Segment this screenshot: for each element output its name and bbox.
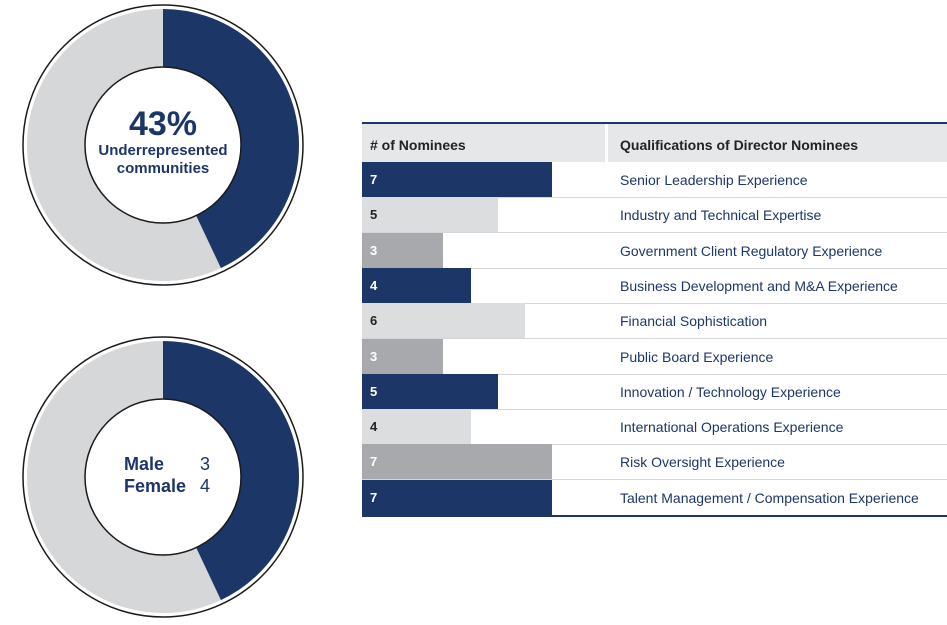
header-qual-cell: Qualifications of Director Nominees (608, 124, 947, 162)
nominee-count-value: 4 (370, 277, 378, 293)
gender-donut-chart (22, 336, 304, 618)
table-row: 3 Public Board Experience (362, 338, 947, 375)
female-label: Female (124, 476, 187, 496)
header-qual-label: Qualifications of Director Nominees (620, 137, 859, 153)
nominee-count-value: 5 (370, 207, 378, 223)
underrepresented-percent: 43% (128, 105, 198, 143)
row-divider (362, 338, 947, 340)
header-count-cell: # of Nominees (362, 124, 605, 162)
nominee-count-bar (362, 338, 444, 374)
qualification-label: Financial Sophistication (620, 313, 768, 330)
table-row: 4 International Operations Experience (362, 409, 947, 446)
nominee-count-value: 7 (370, 172, 378, 187)
male-value: 3 (200, 454, 211, 474)
donut-segment-underrepresented (162, 9, 299, 269)
nominee-count-bar (362, 444, 552, 480)
qualification-label: Industry and Technical Expertise (620, 207, 822, 224)
qualification-label: Talent Management / Compensation Experie… (620, 489, 919, 506)
row-divider (362, 232, 947, 234)
nominee-count-value: 3 (370, 242, 378, 258)
table-row: 5 Industry and Technical Expertise (362, 197, 947, 234)
row-divider (362, 479, 947, 481)
qualification-label: Public Board Experience (620, 348, 774, 365)
underrepresented-subtitle-line1: Underrepresented (98, 142, 228, 159)
nominee-count-bar (362, 232, 444, 268)
qualification-label: Government Client Regulatory Experience (620, 242, 883, 259)
nominee-count-value: 3 (370, 348, 378, 364)
male-label: Male (124, 454, 165, 474)
qualification-label: Business Development and M&A Experience (620, 277, 898, 294)
donut-outer-ring (22, 4, 304, 286)
table-row: 7 Senior Leadership Experience (362, 162, 947, 198)
qualification-label: International Operations Experience (620, 419, 844, 436)
header-count-label: # of Nominees (370, 137, 466, 153)
table-row: 7 Talent Management / Compensation Experi… (362, 479, 947, 515)
nominee-count-value: 5 (370, 383, 378, 399)
table-row: 7 Risk Oversight Experience (362, 444, 947, 481)
female-value: 4 (200, 476, 211, 496)
qualifications-table: # of Nominees Qualifications of Director… (362, 122, 947, 517)
row-divider (362, 197, 947, 198)
nominee-count-bar (362, 303, 525, 339)
qualification-label: Risk Oversight Experience (620, 454, 785, 471)
donut-inner-circle (84, 398, 242, 556)
qualification-label: Senior Leadership Experience (620, 172, 808, 188)
row-divider (362, 267, 947, 269)
donut-outer-ring (22, 336, 304, 618)
gender-legend: Male 3 Female 4 (124, 453, 210, 497)
donut-inner-circle (84, 66, 242, 224)
nominee-count-bar (362, 197, 498, 233)
table-row: 6 Financial Sophistication (362, 303, 947, 340)
donut1-center-label: 43% Underrepresented communities (22, 106, 304, 178)
row-divider (362, 302, 947, 304)
row-divider (362, 444, 947, 446)
female-row: Female 4 (124, 475, 210, 497)
nominee-count-value: 4 (370, 419, 378, 435)
nominee-count-bar (362, 267, 471, 303)
donut-segment-gender (162, 341, 299, 601)
nominee-count-bar (362, 373, 498, 409)
table-row: 3 Government Client Regulatory Experience (362, 232, 947, 269)
nominee-count-bar (362, 409, 471, 445)
nominee-count-value: 7 (370, 454, 378, 470)
underrepresented-donut-chart (22, 4, 304, 286)
row-divider (362, 408, 947, 410)
male-row: Male 3 (124, 453, 210, 475)
nominee-count-bar (362, 479, 552, 515)
table-row: 4 Business Development and M&A Experience (362, 267, 947, 304)
table-bottom-rule (362, 515, 947, 517)
nominee-count-value: 7 (370, 489, 378, 505)
table-top-rule (362, 122, 947, 124)
table-row: 5 Innovation / Technology Experience (362, 373, 947, 410)
row-divider (362, 373, 947, 375)
nominee-count-value: 6 (370, 313, 378, 329)
qualification-label: Innovation / Technology Experience (620, 383, 841, 400)
underrepresented-subtitle-line2: communities (116, 160, 210, 177)
nominee-count-bar (362, 162, 552, 197)
